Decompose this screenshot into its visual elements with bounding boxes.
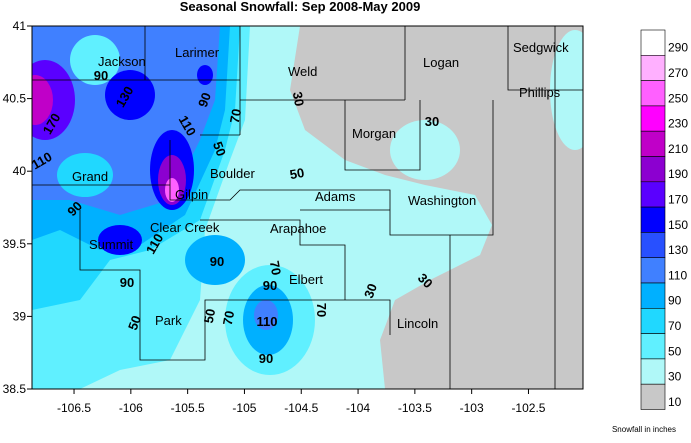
- region-label: Lincoln: [397, 316, 438, 331]
- legend-label: 250: [668, 91, 688, 105]
- region-label: Morgan: [352, 126, 396, 141]
- legend-label: 130: [668, 243, 688, 257]
- contour-label: 110: [257, 314, 278, 329]
- x-tick-label: -103.5: [398, 401, 432, 415]
- x-tick-label: -106.5: [57, 401, 91, 415]
- legend-label: 270: [668, 66, 688, 80]
- contour-label: 70: [314, 303, 329, 317]
- region-label: Summit: [89, 237, 133, 252]
- y-tick-label: 40.5: [3, 92, 27, 106]
- legend-label: 10: [668, 395, 682, 409]
- legend-swatch: [640, 232, 666, 258]
- region-label: Larimer: [175, 45, 220, 60]
- legend-swatch: [640, 333, 666, 360]
- legend-swatch: [640, 383, 666, 410]
- region-label: Grand: [72, 169, 108, 184]
- region-label: Clear Creek: [150, 220, 220, 235]
- region-label: Adams: [315, 189, 356, 204]
- region-label: Jackson: [98, 54, 146, 69]
- region-label: Gilpin: [175, 187, 208, 202]
- legend-swatch: [640, 80, 666, 107]
- legend-caption: Snowfall in inches: [612, 425, 676, 434]
- region-label: Boulder: [210, 166, 255, 181]
- x-tick-label: -106: [119, 401, 143, 415]
- region-label: Weld: [288, 64, 317, 79]
- legend-swatch: [640, 54, 666, 81]
- legend-swatch: [640, 105, 666, 132]
- legend-label: 190: [668, 167, 688, 181]
- x-tick-label: -102.5: [511, 401, 545, 415]
- legend: 290 270 250 230 210 190 170 150 130 110 90 70 50 30 10…: [612, 29, 688, 434]
- contour-label: 90: [195, 90, 214, 109]
- contour-label: 70: [267, 259, 284, 276]
- legend-swatch: [640, 29, 666, 56]
- title: Seasonal Snowfall: Sep 2008-May 2009: [180, 0, 421, 14]
- contour-label: 30: [290, 90, 307, 107]
- x-tick-label: -105: [232, 401, 256, 415]
- axes: -106.5 -106 -105.5 -105 -104.5 -104 -103.5 -103…: [3, 19, 546, 415]
- contour-label: 90: [120, 275, 134, 290]
- contour-label: 90: [210, 254, 224, 269]
- legend-label: 50: [668, 344, 682, 358]
- x-tick-label: -104.5: [284, 401, 318, 415]
- legend-swatch: [640, 130, 666, 157]
- x-tick-label: -105.5: [171, 401, 205, 415]
- y-tick-label: 39.5: [3, 237, 27, 251]
- contour-label: 50: [210, 139, 229, 158]
- region-label: Washington: [408, 193, 476, 208]
- contour-label: 30: [425, 114, 439, 129]
- map-frame: [31, 25, 584, 390]
- legend-label: 290: [668, 41, 688, 55]
- y-tick-label: 38.5: [3, 382, 27, 396]
- legend-label: 70: [668, 319, 682, 333]
- legend-label: 210: [668, 142, 688, 156]
- snowfall-field: [32, 26, 583, 389]
- contour-label: 30: [361, 281, 380, 300]
- legend-swatch: [640, 181, 666, 208]
- region-label: Arapahoe: [270, 221, 326, 236]
- contour-label: 90: [259, 351, 273, 366]
- map-labels: Jackson Larimer Weld Logan Sedgwick Phillips M…: [29, 40, 569, 366]
- legend-swatch: [640, 307, 666, 334]
- legend-swatch: [640, 156, 666, 183]
- legend-label: 150: [668, 218, 688, 232]
- legend-swatch: [640, 206, 666, 233]
- contour-label: 90: [94, 68, 108, 83]
- region-label: Sedgwick: [513, 40, 569, 55]
- legend-swatch: [640, 282, 666, 309]
- contour-label: 90: [263, 278, 277, 293]
- legend-label: 170: [668, 192, 688, 206]
- x-tick-label: -104: [346, 401, 370, 415]
- region-label: Park: [155, 313, 182, 328]
- y-tick-label: 41: [13, 19, 27, 33]
- x-tick-label: -103: [460, 401, 484, 415]
- contour-label: 70: [220, 309, 237, 326]
- legend-label: 110: [668, 268, 687, 282]
- contour-label: 50: [288, 165, 305, 182]
- legend-swatch: [640, 358, 666, 385]
- region-label: Phillips: [519, 85, 561, 100]
- contour-label: 50: [125, 313, 144, 332]
- legend-label: 230: [668, 117, 688, 131]
- contour-label: 50: [201, 307, 218, 324]
- region-label: Logan: [423, 55, 459, 70]
- legend-label: 30: [668, 370, 682, 384]
- y-tick-label: 40: [13, 164, 27, 178]
- legend-swatch: [640, 257, 666, 284]
- contour-label: 70: [227, 107, 244, 124]
- legend-label: 90: [668, 294, 682, 308]
- region-label: Elbert: [289, 272, 323, 287]
- y-tick-label: 39: [13, 309, 27, 323]
